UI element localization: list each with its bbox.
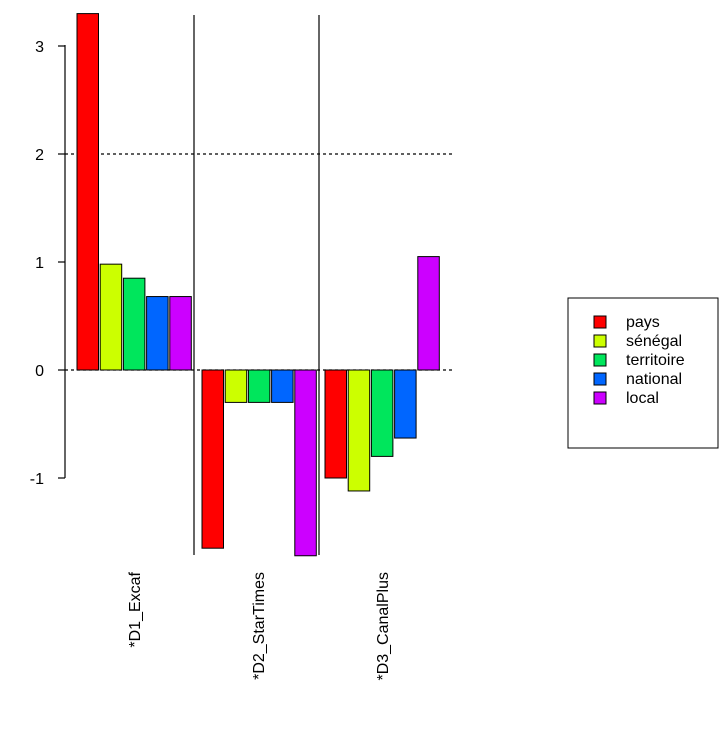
- bar-national: [271, 369, 294, 403]
- bar-local: [294, 369, 317, 557]
- legend-swatch: [593, 315, 607, 329]
- group-separators: [193, 15, 320, 555]
- bar-pays: [201, 369, 224, 549]
- bars: [76, 13, 440, 557]
- y-tick-label: 3: [35, 39, 44, 56]
- category-label: *D1_Excaf: [127, 571, 144, 647]
- bar-territoire: [247, 369, 271, 403]
- legend-swatch: [593, 372, 607, 386]
- bar-pays: [76, 13, 99, 371]
- bar-national: [146, 296, 169, 371]
- y-tick-label: -1: [30, 471, 44, 488]
- y-axis: -1 0 1 2 3: [30, 39, 66, 488]
- legend-label: local: [626, 390, 659, 407]
- y-tick-label: 2: [35, 147, 44, 164]
- bar-local: [169, 296, 192, 371]
- y-tick-label: 1: [35, 255, 44, 272]
- bar-national: [394, 369, 417, 439]
- bar-territoire: [370, 369, 394, 457]
- category-labels: *D1_Excaf *D2_StarTimes *D3_CanalPlus: [127, 571, 392, 680]
- legend-swatch: [593, 391, 607, 405]
- bar-sénégal: [99, 263, 123, 371]
- bar-local: [417, 256, 440, 371]
- legend-label: pays: [626, 314, 660, 331]
- bar-pays: [324, 369, 347, 479]
- legend-swatch: [593, 353, 607, 367]
- legend-swatch: [593, 334, 607, 348]
- legend-label: sénégal: [626, 333, 682, 350]
- category-label: *D2_StarTimes: [251, 572, 268, 680]
- bar-sénégal: [224, 369, 248, 403]
- legend-label: territoire: [626, 352, 685, 369]
- bar-sénégal: [347, 369, 371, 492]
- legend-label: national: [626, 371, 682, 388]
- legend: pays sénégal territoire national local: [567, 297, 719, 449]
- category-label: *D3_CanalPlus: [375, 572, 392, 681]
- legend-box: [567, 297, 719, 449]
- bar-territoire: [122, 277, 146, 371]
- y-tick-label: 0: [35, 363, 44, 380]
